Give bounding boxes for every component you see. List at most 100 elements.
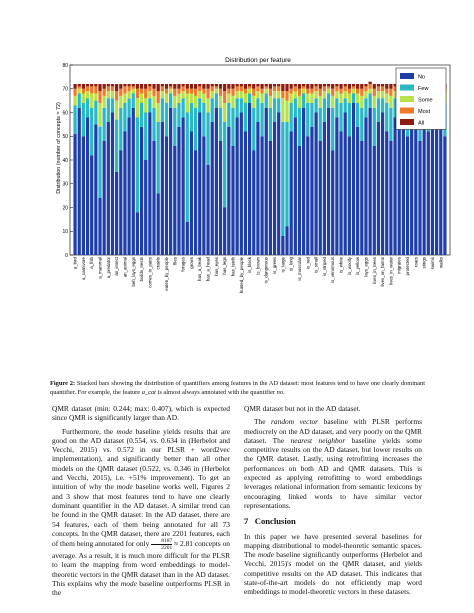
bar-segment-all <box>247 84 252 87</box>
x-tick-label: stings <box>422 256 427 268</box>
bar-segment-all <box>376 84 381 87</box>
bar-segment-most <box>81 88 86 94</box>
bar-segment-most <box>380 86 385 92</box>
bar-segment-few <box>364 98 368 118</box>
bar-segment-few <box>193 107 198 151</box>
bar-segment-most <box>239 86 243 92</box>
bar-segment-some <box>347 93 351 103</box>
bar-segment-few <box>235 98 239 118</box>
bar-segment-most <box>376 86 381 92</box>
bar-segment-no <box>193 150 198 255</box>
bar-segment-some <box>272 91 277 99</box>
bar-segment-few <box>169 93 173 108</box>
bar-segment-most <box>356 88 360 94</box>
bar-segment-all <box>343 84 347 87</box>
bar-segment-no <box>90 155 94 255</box>
bar-segment-all <box>94 84 98 87</box>
bar-segment-few <box>302 93 306 108</box>
bar-segment-some <box>385 93 389 103</box>
bar-segment-all <box>144 84 148 89</box>
bar-segment-most <box>368 84 372 89</box>
bar-segment-all <box>173 84 177 89</box>
bar-segment-most <box>360 88 364 96</box>
bar-segment-few <box>106 98 110 122</box>
bar-segment-some <box>210 91 214 99</box>
bar-segment-no <box>297 145 302 255</box>
bar-segment-all <box>385 84 389 89</box>
bar-segment-all <box>268 84 273 89</box>
bar-segment-all <box>102 84 106 89</box>
bar-segment-few <box>181 98 185 118</box>
bar-segment-no <box>289 131 293 255</box>
bar-segment-all <box>169 84 173 87</box>
bar-segment-no <box>256 122 260 255</box>
bar-segment-all <box>227 84 231 89</box>
bar-segment-all <box>306 84 310 89</box>
bar-segment-some <box>360 95 364 108</box>
bar-segment-some <box>152 95 156 108</box>
bar-segment-all <box>156 84 160 92</box>
bar-segment-some <box>368 88 372 94</box>
bar-segment-few <box>223 122 227 208</box>
x-tick-label: eaten_by_people <box>164 256 169 290</box>
right-paragraph-1: QMR dataset but not in the AD dataset. <box>244 404 361 413</box>
bar-segment-few <box>144 112 148 160</box>
bar-segment-no <box>322 122 327 255</box>
bar-segment-all <box>289 84 293 89</box>
bar-segment-all <box>260 84 264 89</box>
bar-segment-no <box>414 122 418 255</box>
bar-segment-some <box>160 91 164 99</box>
x-tick-label: is_white <box>339 256 344 272</box>
bar-segment-few <box>318 107 322 141</box>
x-tick-label: walks <box>438 256 443 268</box>
bar-segment-no <box>206 164 210 255</box>
x-tick-label: builds_nests <box>139 256 144 281</box>
legend-swatch <box>400 119 414 125</box>
bar-segment-most <box>343 86 347 92</box>
bar-segment-some <box>268 95 273 108</box>
y-axis-label: Distribution (number of concepts = 72) <box>56 102 62 194</box>
bar-segment-all <box>239 84 243 87</box>
bar-segment-all <box>131 84 135 87</box>
bar-segment-no <box>260 136 264 255</box>
left-p2-mode2: mode <box>116 482 133 492</box>
bar-segment-few <box>110 98 115 113</box>
bar-segment-most <box>123 86 127 94</box>
bar-segment-some <box>73 95 77 106</box>
bar-segment-all <box>210 84 214 87</box>
bar-segment-few <box>156 122 160 194</box>
bar-segment-no <box>426 131 430 255</box>
bar-segment-most <box>302 86 306 89</box>
bar-segment-some <box>164 93 169 103</box>
bar-segment-some <box>389 95 393 108</box>
bar-segment-few <box>177 103 181 127</box>
bar-segment-some <box>277 91 281 99</box>
left-p2-c: baseline works well, Figures 2 and 3 sho… <box>52 482 230 549</box>
bar-segment-all <box>326 84 331 87</box>
bar-segment-all <box>148 84 152 87</box>
bar-segment-few <box>326 93 331 108</box>
x-tick-label: hunted_by_people <box>239 256 244 293</box>
bar-segment-most <box>331 88 335 96</box>
bar-segment-all <box>98 84 102 92</box>
bar-segment-few <box>264 93 268 108</box>
bar-segment-no <box>243 131 248 255</box>
bar-segment-no <box>331 150 335 255</box>
bar-segment-few <box>356 103 360 127</box>
bar-segment-no <box>397 107 401 255</box>
bar-segment-all <box>252 84 256 89</box>
bar-segment-some <box>173 95 177 108</box>
bar-segment-some <box>239 91 243 99</box>
bar-segment-all <box>351 84 356 87</box>
bar-segment-most <box>73 88 77 96</box>
bar-segment-most <box>293 86 297 92</box>
bar-segment-no <box>380 112 385 255</box>
bar-segment-no <box>144 160 148 255</box>
bar-segment-few <box>239 98 243 113</box>
bar-segment-most <box>247 86 252 89</box>
bar-segment-most <box>106 86 110 92</box>
bar-segment-few <box>335 98 339 118</box>
bar-segment-all <box>256 84 260 87</box>
bar-segment-no <box>139 126 144 255</box>
x-tick-label: grows <box>189 256 194 269</box>
